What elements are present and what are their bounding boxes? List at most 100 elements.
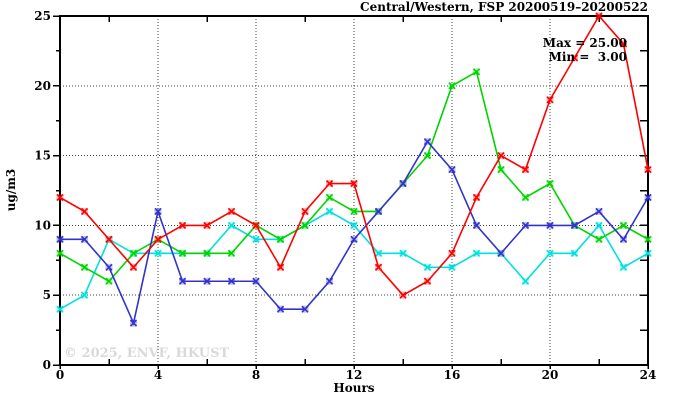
series-green-marker [129,249,138,257]
series-green-marker [619,221,628,229]
series-red-marker [301,207,309,216]
series-blue-marker [497,249,505,257]
series-cyan-marker [521,277,530,285]
series-red-marker [399,291,407,299]
y-tick-label: 10 [34,218,51,232]
min-value-annotation: Min = 3.00 [549,50,627,64]
series-blue-marker [203,277,211,285]
y-tick-label: 25 [34,9,51,23]
series-cyan-marker [325,207,334,216]
series-cyan-marker [546,249,554,257]
series-cyan-marker [56,305,64,313]
series-green-marker [595,235,603,243]
series-cyan-marker [350,221,358,229]
series-green-marker [80,263,89,271]
series-red-marker [252,221,260,229]
series-blue-marker [399,179,407,188]
series-blue-marker [546,221,554,229]
series-red-marker [56,193,64,202]
x-tick-label: 16 [444,368,461,382]
y-tick-label: 20 [34,79,51,93]
series-red-marker [595,12,603,20]
series-cyan-marker [619,263,628,271]
series-green-marker [521,193,530,202]
series-red-marker [129,263,138,271]
series-red-marker [472,193,481,202]
series-green-marker [448,82,456,90]
x-tick-label: 24 [640,368,657,382]
series-cyan-marker [80,291,89,299]
series-red-marker [154,235,162,243]
series-blue-marker [521,221,530,229]
series-blue-marker [325,277,334,285]
series-blue-marker [129,319,138,327]
series-green-marker [644,235,652,243]
x-tick-label: 20 [542,368,559,382]
series-red-marker [105,235,113,243]
series-blue-marker [595,207,603,216]
series-red-marker [570,54,579,62]
series-green-marker [546,179,554,188]
series-green-marker [325,193,334,202]
series-red-marker [203,221,211,229]
series-red-marker [178,221,187,229]
x-tick-label: 4 [154,368,162,382]
series-cyan-marker [252,235,260,243]
series-blue-marker [227,277,236,285]
x-tick-label: 8 [252,368,260,382]
series-cyan-marker [227,221,236,229]
series-red-marker [619,40,628,48]
series-red-marker [325,179,334,188]
series-green-marker [472,68,481,76]
series-green-marker [227,249,236,257]
series-green-marker [56,249,64,257]
series-red-marker [423,277,432,285]
max-value-annotation: Max = 25.00 [543,36,627,50]
series-blue-marker [105,263,113,271]
series-cyan-marker [423,263,432,271]
watermark: © 2025, ENVF, HKUST [64,346,229,361]
series-blue-marker [644,193,652,202]
series-blue-marker [448,165,456,174]
series-blue-marker [154,207,162,216]
series-red-marker [644,165,652,174]
series-blue-marker [252,277,260,285]
series-red-marker [80,207,89,216]
series-green-marker [350,207,358,216]
series-cyan-marker [448,263,456,271]
series-green-marker [497,165,505,174]
series-blue-marker [301,305,309,313]
y-tick-label: 0 [43,358,51,372]
series-green-marker [105,277,113,285]
series-blue-marker [56,235,64,243]
series-green-marker [301,221,309,229]
series-red-marker [448,249,456,257]
series-red-marker [276,263,285,271]
series-cyan-marker [595,221,603,229]
y-axis-title: ug/m3 [4,169,18,212]
series-green-marker [276,235,285,243]
series-blue-marker [423,138,432,146]
series-blue-marker [178,277,187,285]
x-tick-label: 0 [56,368,64,382]
series-blue-marker [276,305,285,313]
series-red-marker [350,179,358,188]
series-blue-marker [570,221,579,229]
series-blue-marker [619,235,628,243]
series-cyan-marker [399,249,407,257]
x-tick-label: 12 [346,368,363,382]
series-cyan-marker [154,249,162,257]
series-cyan-marker [570,249,579,257]
series-cyan-marker [472,249,481,257]
series-blue-marker [374,207,383,216]
series-red-marker [374,263,383,271]
series-cyan-marker [374,249,383,257]
series-red-marker [497,152,505,160]
chart-title: Central/Western, FSP 20200519–20200522 [360,0,648,14]
series-red-marker [227,207,236,216]
series-green-marker [203,249,211,257]
series-cyan-marker [644,249,652,257]
series-blue-marker [80,235,89,243]
